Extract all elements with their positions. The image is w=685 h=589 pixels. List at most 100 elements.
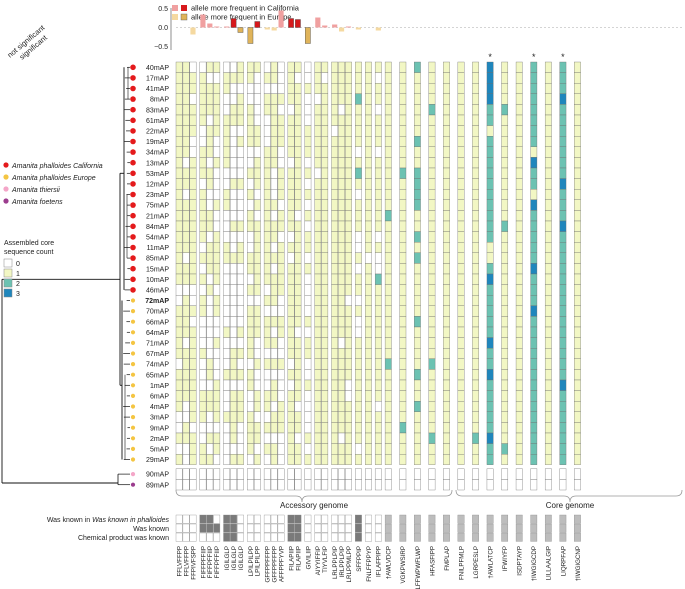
heatmap-cell [374, 93, 382, 105]
heatmap-cell [287, 305, 295, 317]
heatmap-cell [414, 72, 421, 84]
heatmap-cell [399, 72, 407, 84]
heatmap-cell [253, 379, 261, 391]
heatmap-cell [277, 178, 285, 190]
heatmap-cell [559, 125, 567, 137]
known-status-cell [559, 523, 567, 533]
heatmap-cell [472, 210, 479, 222]
heatmap-cell [237, 83, 244, 94]
heatmap-cell [189, 231, 197, 243]
known-status-cell [345, 514, 352, 524]
heatmap-cell [515, 157, 523, 169]
heatmap-cell [189, 348, 197, 359]
heatmap-cell [443, 61, 450, 73]
heatmap-cell [345, 199, 352, 211]
heatmap-cell [263, 390, 271, 402]
heatmap-cell [304, 348, 312, 359]
known-status-cell [294, 523, 302, 533]
column-label: FILAPIIP [288, 546, 295, 571]
column-label: †AWLVDCP [386, 546, 393, 579]
heatmap-cell [355, 443, 362, 455]
known-status-cell [574, 523, 581, 533]
allele-bar [247, 27, 254, 44]
heatmap-cell [304, 220, 312, 232]
heatmap-cell [472, 316, 479, 328]
heatmap-cell [175, 295, 183, 306]
heatmap-cell [331, 390, 339, 402]
heatmap-cell [338, 167, 345, 179]
heatmap-cell [237, 231, 244, 243]
heatmap-cell [287, 83, 295, 94]
heatmap-cell [189, 136, 197, 147]
heatmap-cell [486, 401, 494, 412]
heatmap-cell [374, 125, 382, 137]
row-label: 17mAP [146, 76, 169, 83]
heatmap-cell [559, 358, 567, 370]
heatmap-cell [515, 295, 523, 306]
heatmap-cell [314, 390, 322, 402]
allele-bar [355, 27, 361, 30]
heatmap-cell [253, 337, 261, 349]
heatmap-cell [365, 337, 372, 349]
heatmap-cell [321, 369, 329, 381]
heatmap-cell [355, 167, 362, 179]
heatmap-cell [189, 242, 197, 253]
heatmap-cell [414, 369, 421, 381]
heatmap-cell [457, 72, 465, 84]
heatmap-cell [338, 432, 345, 444]
heatmap-cell [223, 252, 231, 264]
heatmap-cell [287, 210, 295, 222]
heatmap-cell [199, 479, 207, 491]
known-status-cell [206, 523, 214, 533]
heatmap-cell [414, 231, 421, 243]
heatmap-cell [428, 242, 436, 253]
heatmap-cell [472, 390, 479, 402]
heatmap-cell [304, 104, 312, 116]
heatmap-cell [287, 125, 295, 137]
heatmap-cell [486, 305, 494, 317]
heatmap-cell [501, 167, 509, 179]
heatmap-cell [515, 348, 523, 359]
heatmap-cell [314, 295, 322, 306]
heatmap-cell [530, 411, 538, 423]
heatmap-cell [247, 220, 254, 232]
known-status-cell [321, 532, 329, 542]
row-label: 1mAP [150, 383, 169, 390]
heatmap-cell [294, 252, 302, 264]
heatmap-cell [338, 178, 345, 190]
known-status-cell [515, 532, 523, 542]
heatmap-cell [338, 358, 345, 370]
heatmap-cell [247, 479, 254, 491]
heatmap-cell [213, 479, 221, 491]
heatmap-cell [443, 72, 450, 84]
heatmap-cell [331, 210, 339, 222]
column-label: IRLPPLPIP [339, 546, 346, 577]
heatmap-cell [544, 220, 552, 232]
heatmap-cell [230, 93, 237, 105]
heatmap-cell [544, 468, 552, 480]
row-label: 3mAP [150, 415, 169, 422]
known-status-cell [355, 532, 362, 542]
heatmap-cell [374, 468, 382, 480]
heatmap-cell [501, 337, 509, 349]
heatmap-cell [443, 157, 450, 169]
heatmap-cell [355, 178, 362, 190]
heatmap-cell [530, 93, 538, 105]
heatmap-cell [189, 199, 197, 211]
heatmap-cell [399, 369, 407, 381]
heatmap-cell [486, 390, 494, 402]
heatmap-cell [559, 167, 567, 179]
known-status-cell [294, 514, 302, 524]
heatmap-cell [189, 178, 197, 190]
heatmap-cell [384, 114, 392, 126]
heatmap-cell [443, 220, 450, 232]
heatmap-cell [314, 379, 322, 391]
heatmap-cell [263, 210, 271, 222]
known-status-cell [253, 523, 261, 533]
heatmap-cell [574, 295, 581, 306]
heatmap-cell [530, 273, 538, 285]
legend-dot-california [3, 162, 9, 168]
heatmap-cell [287, 136, 295, 147]
heatmap-cell [175, 422, 183, 434]
heatmap-cell [277, 295, 285, 306]
